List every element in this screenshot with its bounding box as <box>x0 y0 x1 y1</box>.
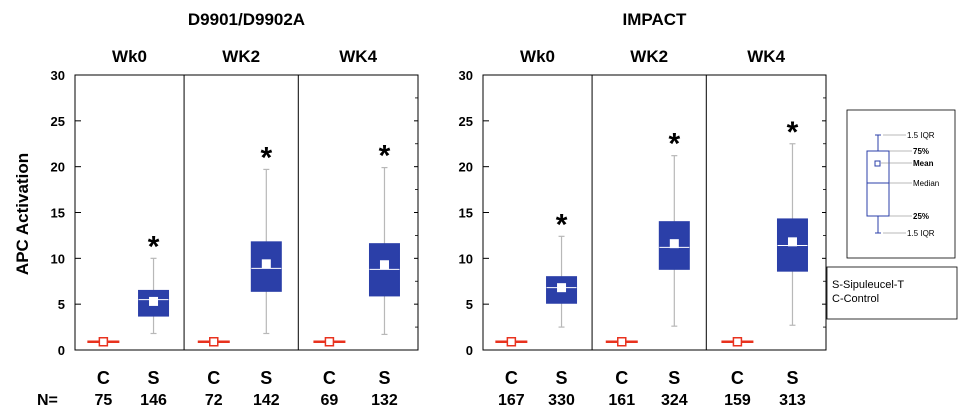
significance-star: * <box>787 116 799 149</box>
box-legend-frame <box>846 109 956 259</box>
box-mean-marker <box>261 259 271 269</box>
box-legend-lower-whisker-label: 1.5 IQR <box>907 229 935 238</box>
y-tick-label: 20 <box>51 160 65 175</box>
y-axis-title: APC Activation <box>13 153 32 275</box>
week-label: WK2 <box>222 47 260 66</box>
y-tick-label: 5 <box>466 297 473 312</box>
n-value: 330 <box>548 392 575 409</box>
y-tick-label: 15 <box>51 206 65 221</box>
category-label: C <box>731 368 744 388</box>
box-legend-mean <box>874 160 881 167</box>
n-value: 132 <box>371 392 398 409</box>
y-tick-label: 30 <box>51 68 65 83</box>
y-tick-label: 10 <box>51 251 65 266</box>
category-label: S <box>556 368 568 388</box>
control-mean-marker <box>617 337 627 347</box>
control-mean-marker <box>209 337 219 347</box>
control-mean-marker <box>506 337 517 347</box>
significance-star: * <box>379 140 391 173</box>
panel-title: D9901/D9902A <box>188 10 305 29</box>
plot-frame <box>74 74 419 351</box>
category-label: S <box>668 368 680 388</box>
week-label: WK2 <box>630 47 668 66</box>
chart-panels: D9901/D9902A 0 5 10 15 20 25 30 Wk0 C 75 * S 146 WK2 C 7… <box>51 10 827 409</box>
n-value: 146 <box>140 392 167 409</box>
week-label: Wk0 <box>520 47 555 66</box>
y-tick-label: 25 <box>51 114 65 129</box>
n-value: 161 <box>608 392 635 409</box>
significance-star: * <box>668 128 680 161</box>
chart-panel: D9901/D9902A 0 5 10 15 20 25 30 Wk0 C 75 * S 146 WK2 C 7… <box>51 10 419 409</box>
y-tick-label: 0 <box>466 343 473 358</box>
box-legend-q3-label: 75% <box>913 147 929 156</box>
n-value: 142 <box>253 392 280 409</box>
box-mean-marker <box>379 260 389 270</box>
control-mean-marker <box>324 337 335 347</box>
n-value: 75 <box>94 392 112 409</box>
category-label: S <box>786 368 798 388</box>
group-legend-sipuleucel: S-Sipuleucel-T <box>832 279 904 291</box>
group-legend-control: C-Control <box>832 293 879 305</box>
panel-title: IMPACT <box>623 10 688 29</box>
box-legend-q1-label: 25% <box>913 212 929 221</box>
week-label: WK4 <box>747 47 785 66</box>
category-label: S <box>260 368 272 388</box>
category-label: C <box>505 368 518 388</box>
n-value: 324 <box>661 392 688 409</box>
control-mean-marker <box>98 337 109 347</box>
category-label: C <box>615 368 628 388</box>
category-label: C <box>207 368 220 388</box>
box-mean-marker <box>149 296 159 306</box>
category-label: C <box>323 368 336 388</box>
n-value: 69 <box>321 392 339 409</box>
y-tick-label: 5 <box>58 297 65 312</box>
n-value: 72 <box>205 392 223 409</box>
y-tick-label: 15 <box>459 206 473 221</box>
box-legend-upper-whisker-label: 1.5 IQR <box>907 131 935 140</box>
n-prefix: N= <box>37 392 58 409</box>
category-label: S <box>148 368 160 388</box>
box-mean-marker <box>669 239 679 249</box>
week-label: WK4 <box>339 47 377 66</box>
box-mean-marker <box>557 283 567 293</box>
y-tick-label: 20 <box>459 160 473 175</box>
y-tick-label: 25 <box>459 114 473 129</box>
group-legend: S-Sipuleucel-T C-Control <box>826 266 958 320</box>
y-tick-label: 30 <box>459 68 473 83</box>
significance-star: * <box>148 230 160 263</box>
n-value: 159 <box>724 392 751 409</box>
significance-star: * <box>556 208 568 241</box>
group-legend-frame <box>826 266 958 320</box>
significance-star: * <box>260 141 272 174</box>
box-mean-marker <box>787 237 797 247</box>
plot-frame <box>482 74 827 351</box>
n-value: 313 <box>779 392 806 409</box>
n-value: 167 <box>498 392 525 409</box>
category-label: C <box>97 368 110 388</box>
box-legend-median-label: Median <box>913 179 939 188</box>
box-legend: 1.5 IQR 75% Mean Median 25% 1.5 IQR <box>846 109 956 259</box>
y-tick-label: 0 <box>58 343 65 358</box>
chart-panel: IMPACT 0 5 10 15 20 25 30 Wk0 C 167 * S 330 WK2 C 161 * S 3… <box>459 10 827 409</box>
control-mean-marker <box>732 337 743 347</box>
category-label: S <box>378 368 390 388</box>
y-tick-label: 10 <box>459 251 473 266</box>
week-label: Wk0 <box>112 47 147 66</box>
box-legend-mean-label: Mean <box>913 159 934 168</box>
